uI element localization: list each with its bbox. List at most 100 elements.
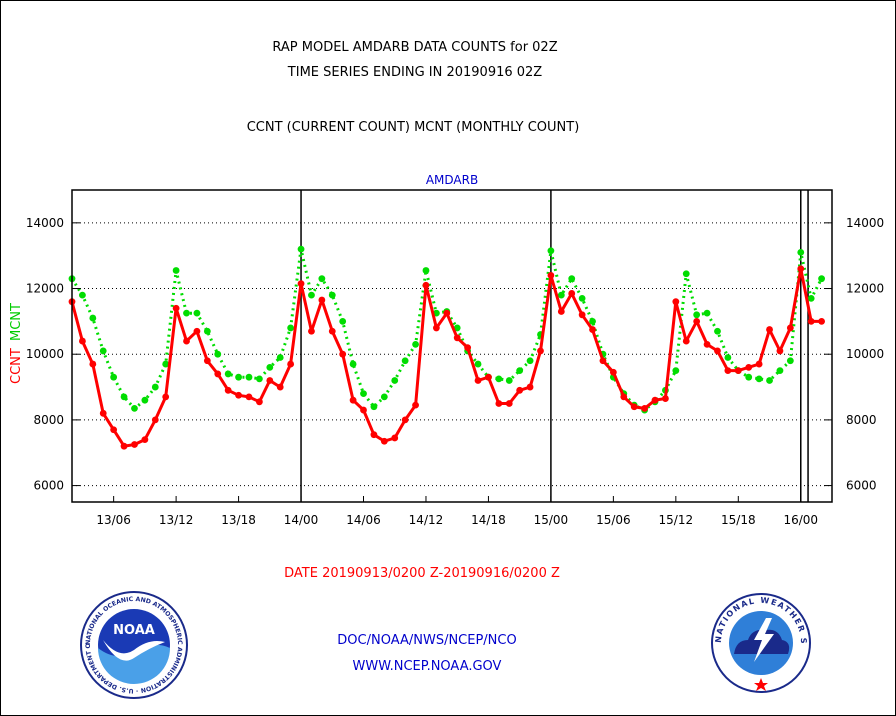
data-point-ccnt (432, 324, 440, 332)
data-point-ccnt (464, 344, 472, 352)
y-tick-label-left: 10000 (26, 347, 64, 361)
data-point-ccnt (724, 367, 732, 375)
data-point-mcnt (89, 314, 97, 322)
data-point-ccnt (276, 383, 284, 391)
y-axis-label-mcnt: MCNT (9, 303, 24, 341)
data-point-mcnt (724, 354, 732, 361)
data-point-ccnt (599, 357, 607, 365)
data-point-mcnt (214, 350, 222, 358)
data-point-ccnt (308, 327, 315, 335)
data-point-mcnt (474, 360, 482, 368)
data-point-ccnt (214, 370, 222, 378)
y-tick-label-right: 6000 (846, 479, 877, 493)
data-point-ccnt (245, 393, 253, 401)
data-point-mcnt (412, 340, 419, 348)
y-tick-label-right: 8000 (846, 413, 877, 427)
data-point-mcnt (578, 294, 586, 302)
x-tick-label: 14/12 (409, 513, 444, 527)
chart-panel-title: AMDARB (426, 173, 478, 187)
y-tick-label-right: 12000 (846, 282, 884, 296)
data-point-ccnt (349, 396, 357, 404)
day-separator-lines (300, 190, 809, 502)
data-point-ccnt (360, 406, 367, 414)
nws-logo: NATIONAL WEATHER SERVICE (710, 592, 811, 693)
data-point-ccnt (672, 298, 680, 306)
data-point-mcnt (255, 375, 263, 383)
date-range: DATE 20190913/0200 Z-20190916/0200 Z (284, 566, 560, 581)
data-point-ccnt (505, 400, 513, 407)
grid-lines (72, 222, 832, 487)
chart-subtitle: CCNT (CURRENT COUNT) MCNT (MONTHLY COUNT… (246, 120, 580, 135)
data-point-mcnt (786, 357, 794, 365)
chart-title-line1: RAP MODEL AMDARB DATA COUNTS for 02Z (272, 40, 558, 55)
data-point-ccnt (776, 347, 784, 355)
data-point-ccnt (734, 367, 742, 375)
noaa-logo: NATIONAL OCEANIC AND ATMOSPHERIC ADMINIS… (79, 590, 188, 699)
data-point-mcnt (526, 357, 534, 365)
footer-line2: WWW.NCEP.NOAA.GOV (352, 659, 502, 674)
data-point-mcnt (297, 245, 305, 253)
x-tick-label: 15/18 (721, 513, 756, 527)
data-point-mcnt (245, 373, 253, 381)
data-point-mcnt (193, 309, 201, 317)
data-point-ccnt (79, 337, 86, 345)
data-point-mcnt (391, 377, 399, 384)
data-point-ccnt (339, 350, 347, 358)
data-point-mcnt (172, 267, 180, 274)
data-point-mcnt (797, 249, 805, 256)
data-point-mcnt (318, 275, 326, 283)
x-tick-label: 13/06 (96, 513, 131, 527)
data-point-mcnt (370, 403, 378, 411)
data-point-mcnt (131, 405, 138, 412)
data-point-ccnt (818, 317, 825, 325)
data-point-ccnt (766, 326, 773, 333)
data-point-mcnt (807, 294, 815, 302)
plot-border (71, 189, 833, 503)
data-point-ccnt (609, 368, 617, 376)
data-point-ccnt (224, 386, 232, 394)
data-point-ccnt (662, 395, 669, 402)
data-point-ccnt (641, 405, 649, 412)
footer-line1: DOC/NOAA/NWS/NCEP/NCO (337, 633, 517, 648)
y-tick-label-left: 14000 (26, 216, 64, 230)
data-point-ccnt (485, 373, 492, 381)
data-point-mcnt (79, 291, 86, 299)
data-point-ccnt (255, 398, 263, 406)
data-point-ccnt (682, 337, 690, 345)
data-point-ccnt (297, 280, 305, 287)
data-point-ccnt (474, 377, 482, 384)
y-tick-label-left: 8000 (33, 413, 64, 427)
data-point-ccnt (651, 396, 659, 404)
data-point-mcnt (224, 370, 232, 378)
data-point-mcnt (818, 275, 825, 283)
data-point-ccnt (807, 317, 815, 325)
x-tick-label: 16/00 (783, 513, 818, 527)
data-point-mcnt (328, 291, 336, 299)
data-point-ccnt (151, 416, 159, 424)
data-point-ccnt (318, 296, 326, 304)
data-point-ccnt (797, 265, 805, 273)
data-point-ccnt (172, 304, 180, 312)
data-point-ccnt (203, 357, 211, 365)
data-point-ccnt (287, 360, 295, 368)
data-point-ccnt (703, 340, 711, 348)
data-point-mcnt (203, 327, 211, 335)
data-point-ccnt (99, 409, 107, 417)
data-point-ccnt (755, 360, 763, 368)
data-point-mcnt (714, 327, 721, 335)
data-point-ccnt (443, 309, 451, 317)
data-point-mcnt (547, 247, 555, 255)
data-point-mcnt (505, 377, 513, 384)
data-point-ccnt (547, 271, 555, 279)
data-point-mcnt (672, 367, 680, 375)
data-point-ccnt (120, 442, 128, 450)
x-tick-label: 15/06 (596, 513, 631, 527)
data-point-mcnt (453, 324, 461, 332)
data-point-mcnt (693, 311, 701, 319)
y-tick-label-left: 6000 (33, 479, 64, 493)
data-point-ccnt (328, 327, 336, 335)
y-tick-label-right: 14000 (846, 216, 884, 230)
data-point-mcnt (349, 360, 357, 368)
data-point-mcnt (120, 393, 128, 401)
